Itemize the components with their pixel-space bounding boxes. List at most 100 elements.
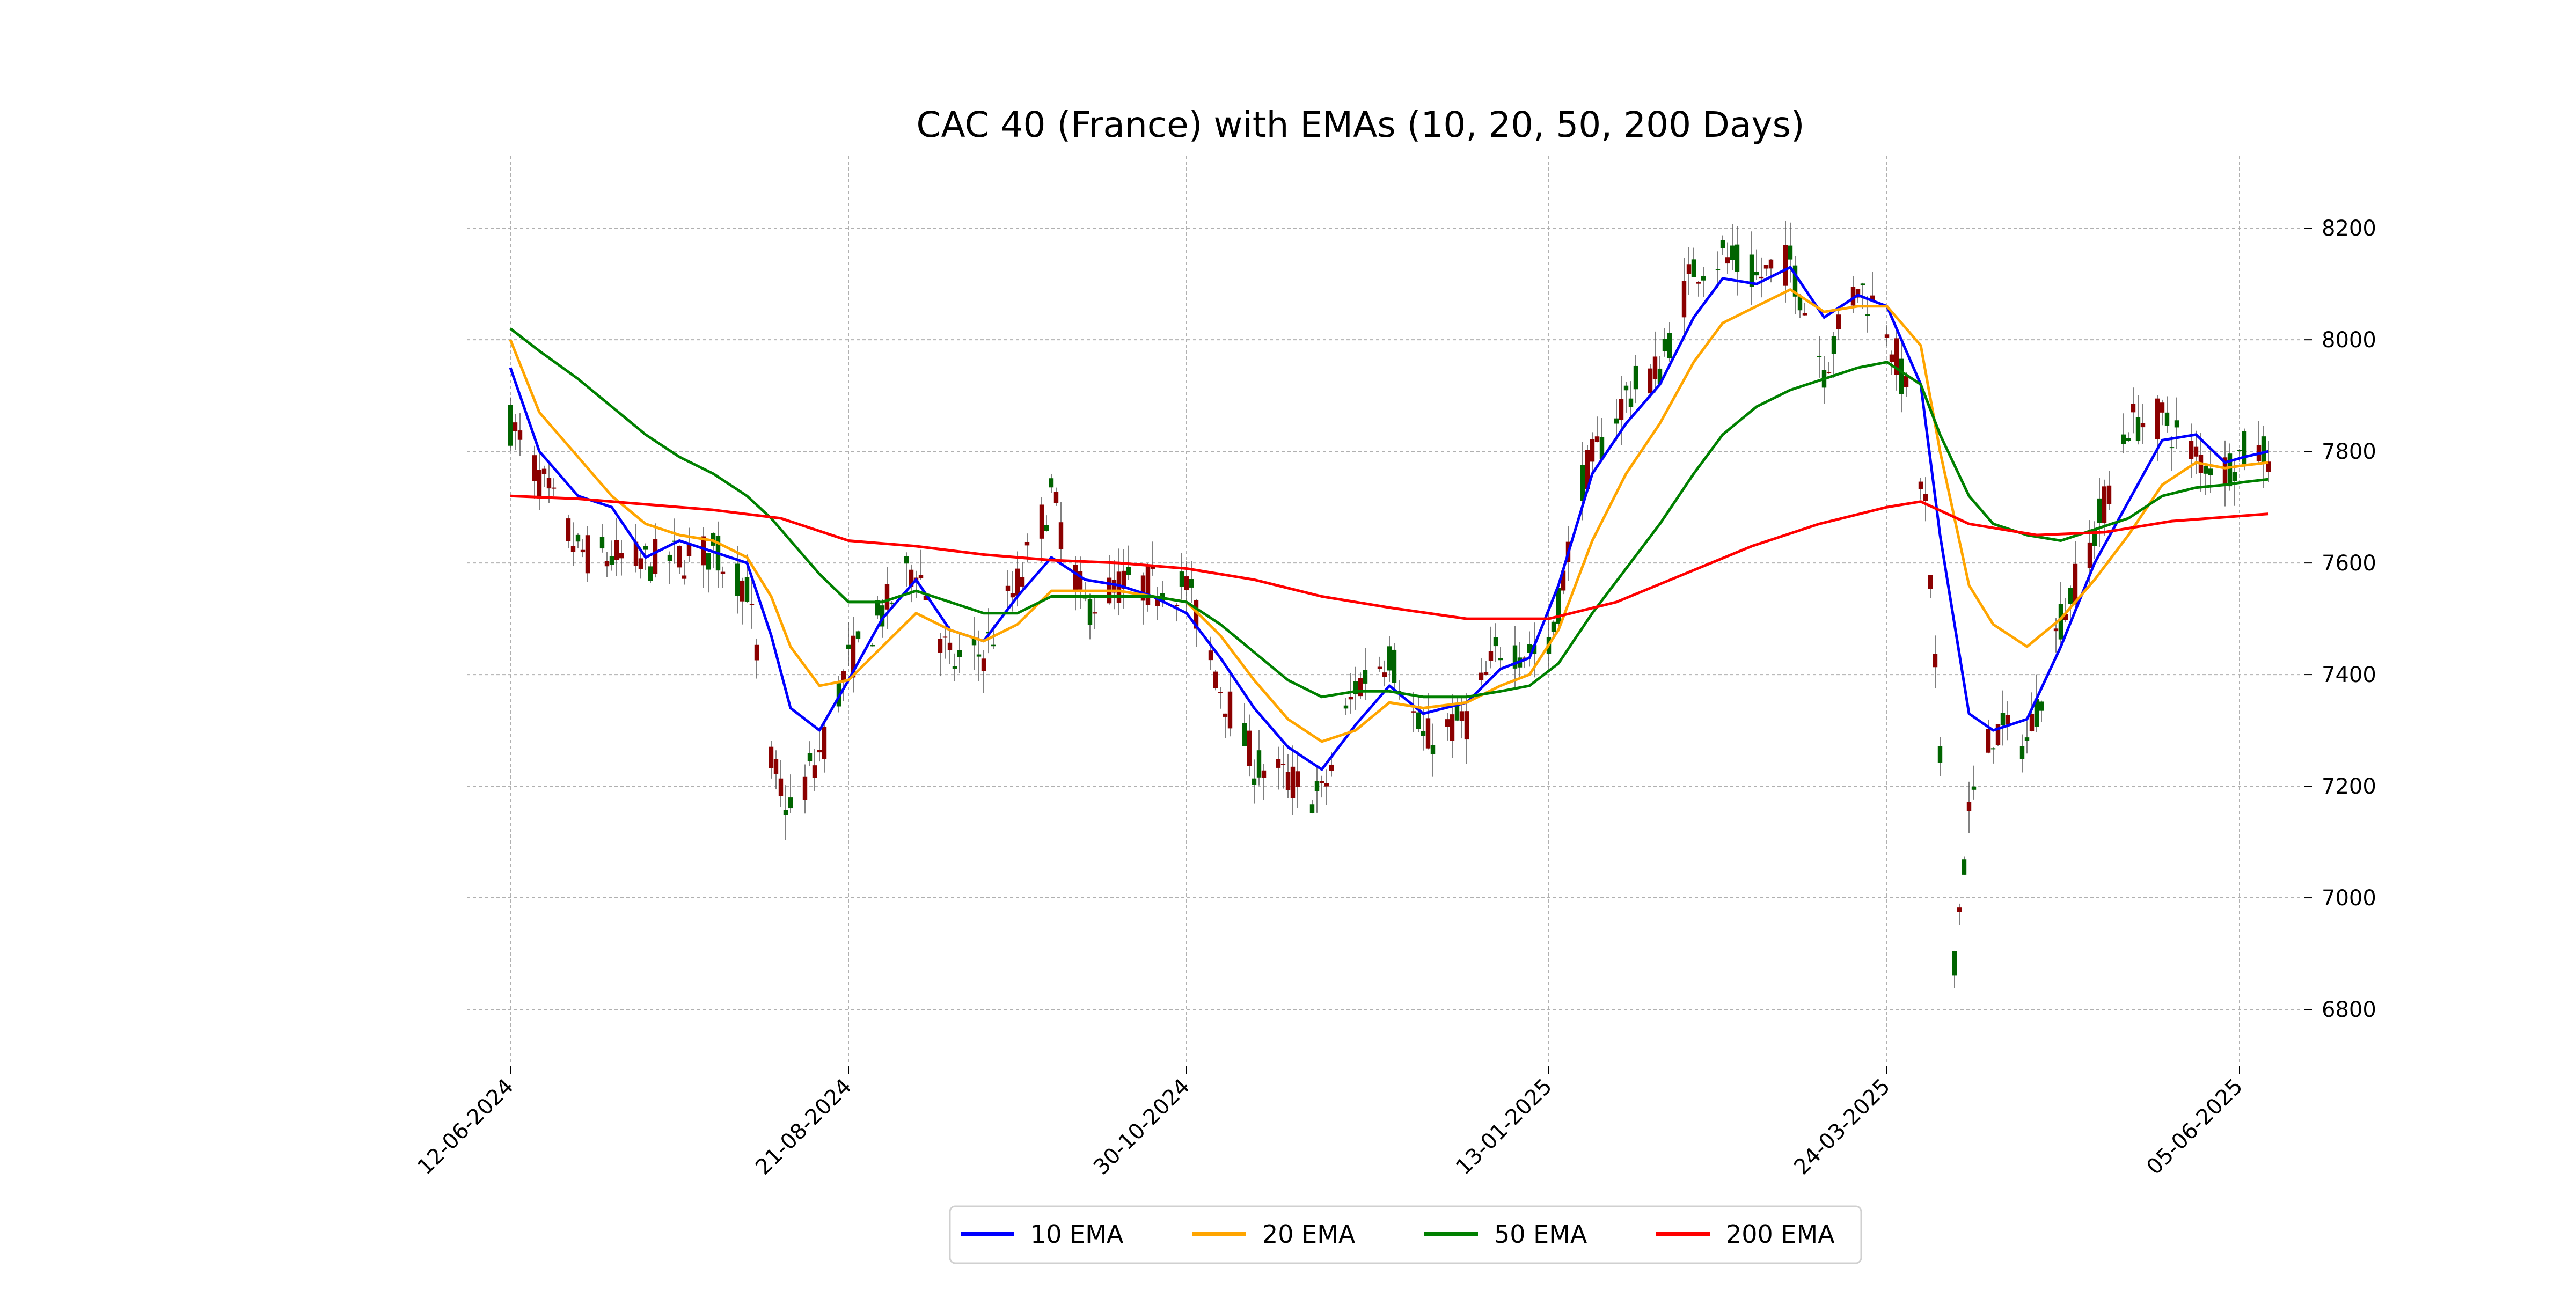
candle-down xyxy=(1966,802,1972,811)
candle-down xyxy=(822,727,827,759)
candle-up xyxy=(2039,701,2044,711)
candle-down xyxy=(778,778,784,796)
candle-up xyxy=(1044,525,1049,531)
ema-line-50-ema xyxy=(509,327,2269,699)
candle-down xyxy=(981,658,986,671)
candle-up xyxy=(991,644,996,647)
ema-line-20-ema xyxy=(509,288,2269,743)
candle-down xyxy=(2222,457,2228,486)
legend-label: 10 EMA xyxy=(1030,1220,1124,1249)
candle-up xyxy=(2126,438,2131,441)
candle-down xyxy=(570,546,576,552)
candle-up xyxy=(904,556,909,564)
chart-title: CAC 40 (France) with EMAs (10, 20, 50, 2… xyxy=(916,104,1804,145)
candle-down xyxy=(1155,598,1160,606)
y-tick-label: 8200 xyxy=(2322,216,2376,241)
candle-up xyxy=(1314,781,1320,791)
candle-up xyxy=(976,654,982,657)
candle-down xyxy=(1208,650,1213,661)
candle-down xyxy=(1411,711,1416,713)
candle-down xyxy=(619,553,624,559)
candle-down xyxy=(1213,671,1218,688)
candle-down xyxy=(1425,718,1431,749)
candle-down xyxy=(938,639,943,653)
candle-down xyxy=(1218,692,1223,694)
legend-item: 200 EMA xyxy=(1656,1220,1835,1249)
candle-up xyxy=(1788,245,1793,260)
candle-down xyxy=(1140,575,1146,601)
candle-up xyxy=(599,537,605,549)
candle-down xyxy=(532,455,537,481)
y-tick-label: 7600 xyxy=(2322,551,2376,576)
candle-down xyxy=(1020,577,1025,587)
candle-up xyxy=(952,666,957,669)
candle-up xyxy=(1662,339,1667,351)
y-tick-label: 8000 xyxy=(2322,328,2376,353)
candle-down xyxy=(1594,436,1600,442)
axis-layer: 6800 7000 7200 7400 7600 7800 8000 8200 12-06-20… xyxy=(413,216,2376,1179)
candle-down xyxy=(1889,354,1894,362)
candle-down xyxy=(682,575,687,579)
candle-up xyxy=(1087,599,1093,625)
candle-down xyxy=(1116,571,1122,603)
legend-items: 10 EMA 20 EMA 50 EMA 200 EMA xyxy=(961,1220,1835,1249)
candle-up xyxy=(1937,746,1943,763)
y-tick-label: 7200 xyxy=(2322,774,2376,799)
candle-down xyxy=(517,430,523,440)
x-tick-label: 24-03-2025 xyxy=(1789,1074,1895,1180)
candle-up xyxy=(889,602,895,604)
candle-down xyxy=(1986,729,1991,753)
candle-down xyxy=(1194,600,1199,629)
candle-down xyxy=(686,545,692,556)
candle-down xyxy=(1561,570,1566,591)
candle-down xyxy=(1121,570,1126,589)
candle-down xyxy=(2087,542,2092,568)
candle-up xyxy=(1599,437,1605,459)
candle-down xyxy=(2189,441,2194,459)
candle-up xyxy=(846,644,851,649)
candle-down xyxy=(1479,672,1484,680)
candle-up xyxy=(1701,276,1706,281)
candle-down xyxy=(812,765,817,778)
candle-down xyxy=(1464,711,1469,740)
candle-down xyxy=(1280,764,1286,765)
legend-label: 50 EMA xyxy=(1494,1220,1587,1249)
candle-down xyxy=(1053,492,1059,503)
candle-up xyxy=(1493,637,1498,647)
candle-down xyxy=(1826,372,1832,373)
candle-up xyxy=(1580,465,1585,501)
candle-down xyxy=(513,422,518,431)
candle-down xyxy=(701,536,706,566)
candle-down xyxy=(754,644,759,661)
candle-down xyxy=(566,518,571,541)
candle-down xyxy=(1870,295,1875,300)
candle-down xyxy=(1995,724,2001,745)
candle-up xyxy=(1962,859,1967,875)
candle-up xyxy=(1082,597,1088,599)
candle-down xyxy=(1894,338,1899,375)
candle-down xyxy=(1150,566,1155,569)
x-tick-label: 05-06-2025 xyxy=(2142,1074,2248,1180)
ema-line-200-ema xyxy=(510,494,2269,620)
candle-down xyxy=(1261,770,1267,778)
candle-down xyxy=(1763,265,1769,269)
candle-down xyxy=(580,549,586,553)
candle-down xyxy=(817,750,822,753)
candle-down xyxy=(2063,614,2068,620)
candle-down xyxy=(1382,672,1387,677)
candle-down xyxy=(2005,715,2010,725)
candle-down xyxy=(1933,654,1938,668)
candle-down xyxy=(1324,783,1329,787)
candle-down xyxy=(1247,730,1252,766)
candle-up xyxy=(2242,431,2247,465)
candle-down xyxy=(1681,281,1687,318)
candle-down xyxy=(1223,713,1228,717)
candle-up xyxy=(1899,358,1904,394)
candle-down xyxy=(1918,481,1923,489)
candle-down xyxy=(614,540,619,560)
candle-up xyxy=(2169,447,2175,449)
candle-down xyxy=(2102,486,2107,524)
candle-up xyxy=(1353,681,1358,694)
candle-up xyxy=(1754,272,1759,276)
